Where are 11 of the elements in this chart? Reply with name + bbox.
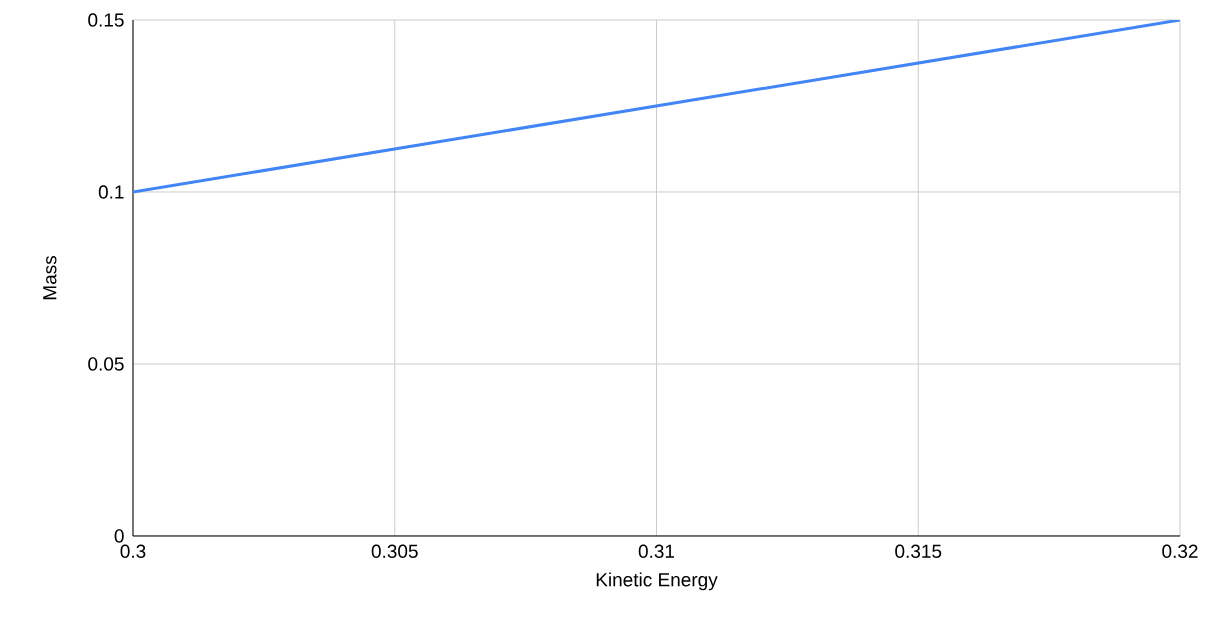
y-tick-label: 0.05 xyxy=(88,357,124,371)
y-tick-label: 0 xyxy=(114,529,124,543)
x-axis-title: Kinetic Energy xyxy=(596,572,718,591)
x-tick-label: 0.31 xyxy=(638,544,675,558)
x-tick-label: 0.32 xyxy=(1162,544,1198,558)
x-tick-label: 0.305 xyxy=(371,544,418,558)
y-axis-title: Mass xyxy=(43,255,57,300)
y-tick-label: 0.1 xyxy=(98,185,124,199)
y-tick-label: 0.15 xyxy=(88,13,124,27)
x-tick-label: 0.315 xyxy=(895,544,942,558)
x-tick-label: 0.3 xyxy=(120,544,146,558)
